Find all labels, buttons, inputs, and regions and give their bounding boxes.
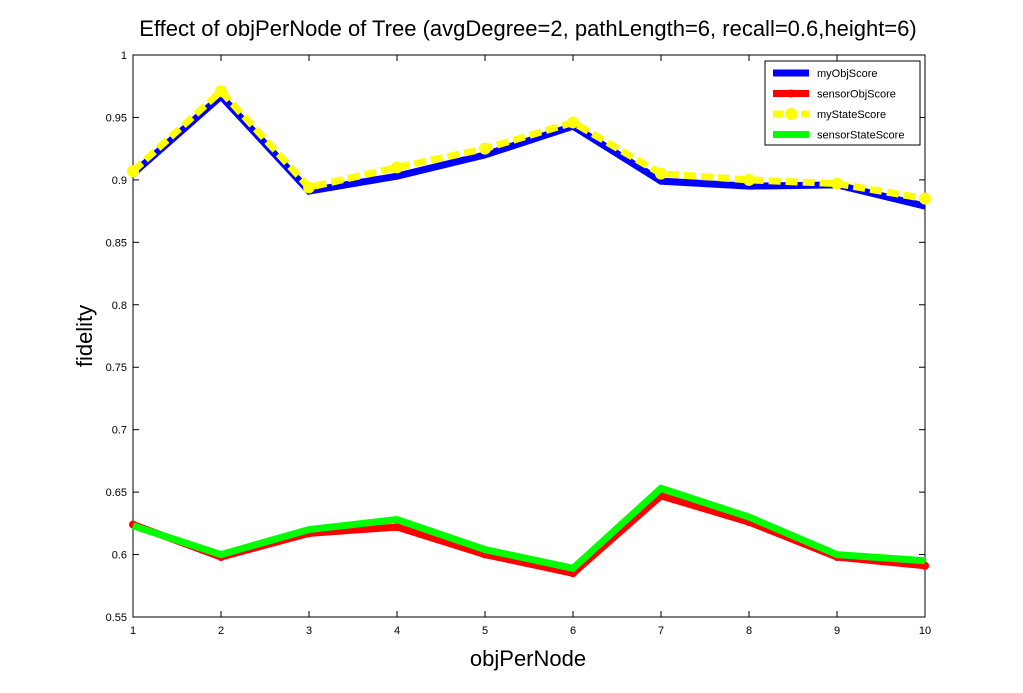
series-myStateScore	[127, 85, 931, 205]
y-tick-label: 0.65	[106, 487, 127, 499]
y-tick-label: 0.75	[106, 362, 127, 374]
legend-label: sensorStateScore	[817, 130, 904, 142]
chart-title: Effect of objPerNode of Tree (avgDegree=…	[139, 16, 916, 41]
data-point	[479, 142, 491, 155]
data-point	[743, 173, 755, 186]
data-point	[303, 181, 315, 194]
data-point	[567, 116, 579, 129]
x-tick-label: 2	[218, 625, 224, 637]
series-layer	[127, 85, 931, 578]
x-tick-label: 8	[746, 625, 752, 637]
legend-label: myStateScore	[817, 109, 886, 121]
x-tick-label: 7	[658, 625, 664, 637]
legend-item: myObjScore	[773, 68, 878, 80]
y-tick-label: 0.6	[112, 550, 127, 562]
series-sensorStateScore	[131, 484, 926, 573]
legend-label: sensorObjScore	[817, 89, 896, 101]
x-tick-label: 10	[919, 625, 931, 637]
y-tick-label: 0.7	[112, 425, 127, 437]
y-tick-label: 0.95	[106, 112, 127, 124]
x-tick-label: 9	[834, 625, 840, 637]
x-tick-label: 1	[130, 625, 136, 637]
data-point	[655, 167, 667, 180]
x-axis-label: objPerNode	[470, 646, 586, 671]
legend-marker	[785, 108, 797, 120]
x-tick-label: 6	[570, 625, 576, 637]
data-point	[831, 177, 843, 190]
x-tick-label: 4	[394, 625, 400, 637]
y-tick-label: 0.85	[106, 237, 127, 249]
y-tick-label: 0.9	[112, 175, 127, 187]
data-point	[127, 165, 139, 178]
y-axis-label: fidelity	[72, 305, 97, 367]
legend: myObjScore sensorObjScore myStateScore sens…	[764, 60, 921, 146]
axis-ticks: 1 2 3 4 5 6 7 8 9 10 0.55 0.6 0.65 0.7 0.75 0.8 0.85 0.9 0…	[106, 50, 932, 637]
y-tick-label: 1	[121, 50, 127, 62]
data-point	[393, 523, 401, 532]
legend-item: myStateScore	[773, 108, 886, 121]
data-point	[391, 161, 403, 174]
data-point	[919, 192, 931, 205]
legend-label: myObjScore	[817, 68, 878, 80]
legend-marker	[787, 89, 795, 98]
y-tick-label: 0.55	[106, 612, 127, 624]
data-point	[215, 85, 227, 98]
x-tick-label: 3	[306, 625, 312, 637]
x-tick-label: 5	[482, 625, 488, 637]
legend-item: sensorObjScore	[773, 89, 896, 101]
legend-item: sensorStateScore	[773, 130, 904, 142]
series-line-myStateScore	[130, 86, 926, 203]
series-line-sensorStateScore	[131, 484, 926, 573]
y-tick-label: 0.8	[112, 300, 127, 312]
